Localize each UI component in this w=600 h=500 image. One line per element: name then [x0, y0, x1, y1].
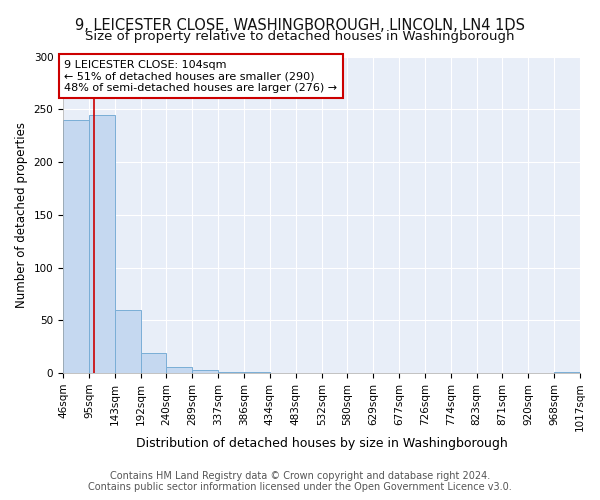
Text: 9, LEICESTER CLOSE, WASHINGBOROUGH, LINCOLN, LN4 1DS: 9, LEICESTER CLOSE, WASHINGBOROUGH, LINC…: [75, 18, 525, 32]
Bar: [193, 370, 218, 373]
Bar: [244, 372, 269, 373]
Bar: [115, 310, 141, 373]
X-axis label: Distribution of detached houses by size in Washingborough: Distribution of detached houses by size …: [136, 437, 508, 450]
Text: Size of property relative to detached houses in Washingborough: Size of property relative to detached ho…: [85, 30, 515, 43]
Bar: [89, 114, 115, 373]
Text: Contains HM Land Registry data © Crown copyright and database right 2024.
Contai: Contains HM Land Registry data © Crown c…: [88, 471, 512, 492]
Y-axis label: Number of detached properties: Number of detached properties: [15, 122, 28, 308]
Bar: [166, 367, 193, 373]
Bar: [554, 372, 580, 373]
Text: 9 LEICESTER CLOSE: 104sqm
← 51% of detached houses are smaller (290)
48% of semi: 9 LEICESTER CLOSE: 104sqm ← 51% of detac…: [64, 60, 337, 93]
Bar: [63, 120, 89, 373]
Bar: [218, 372, 244, 373]
Bar: [141, 353, 166, 373]
